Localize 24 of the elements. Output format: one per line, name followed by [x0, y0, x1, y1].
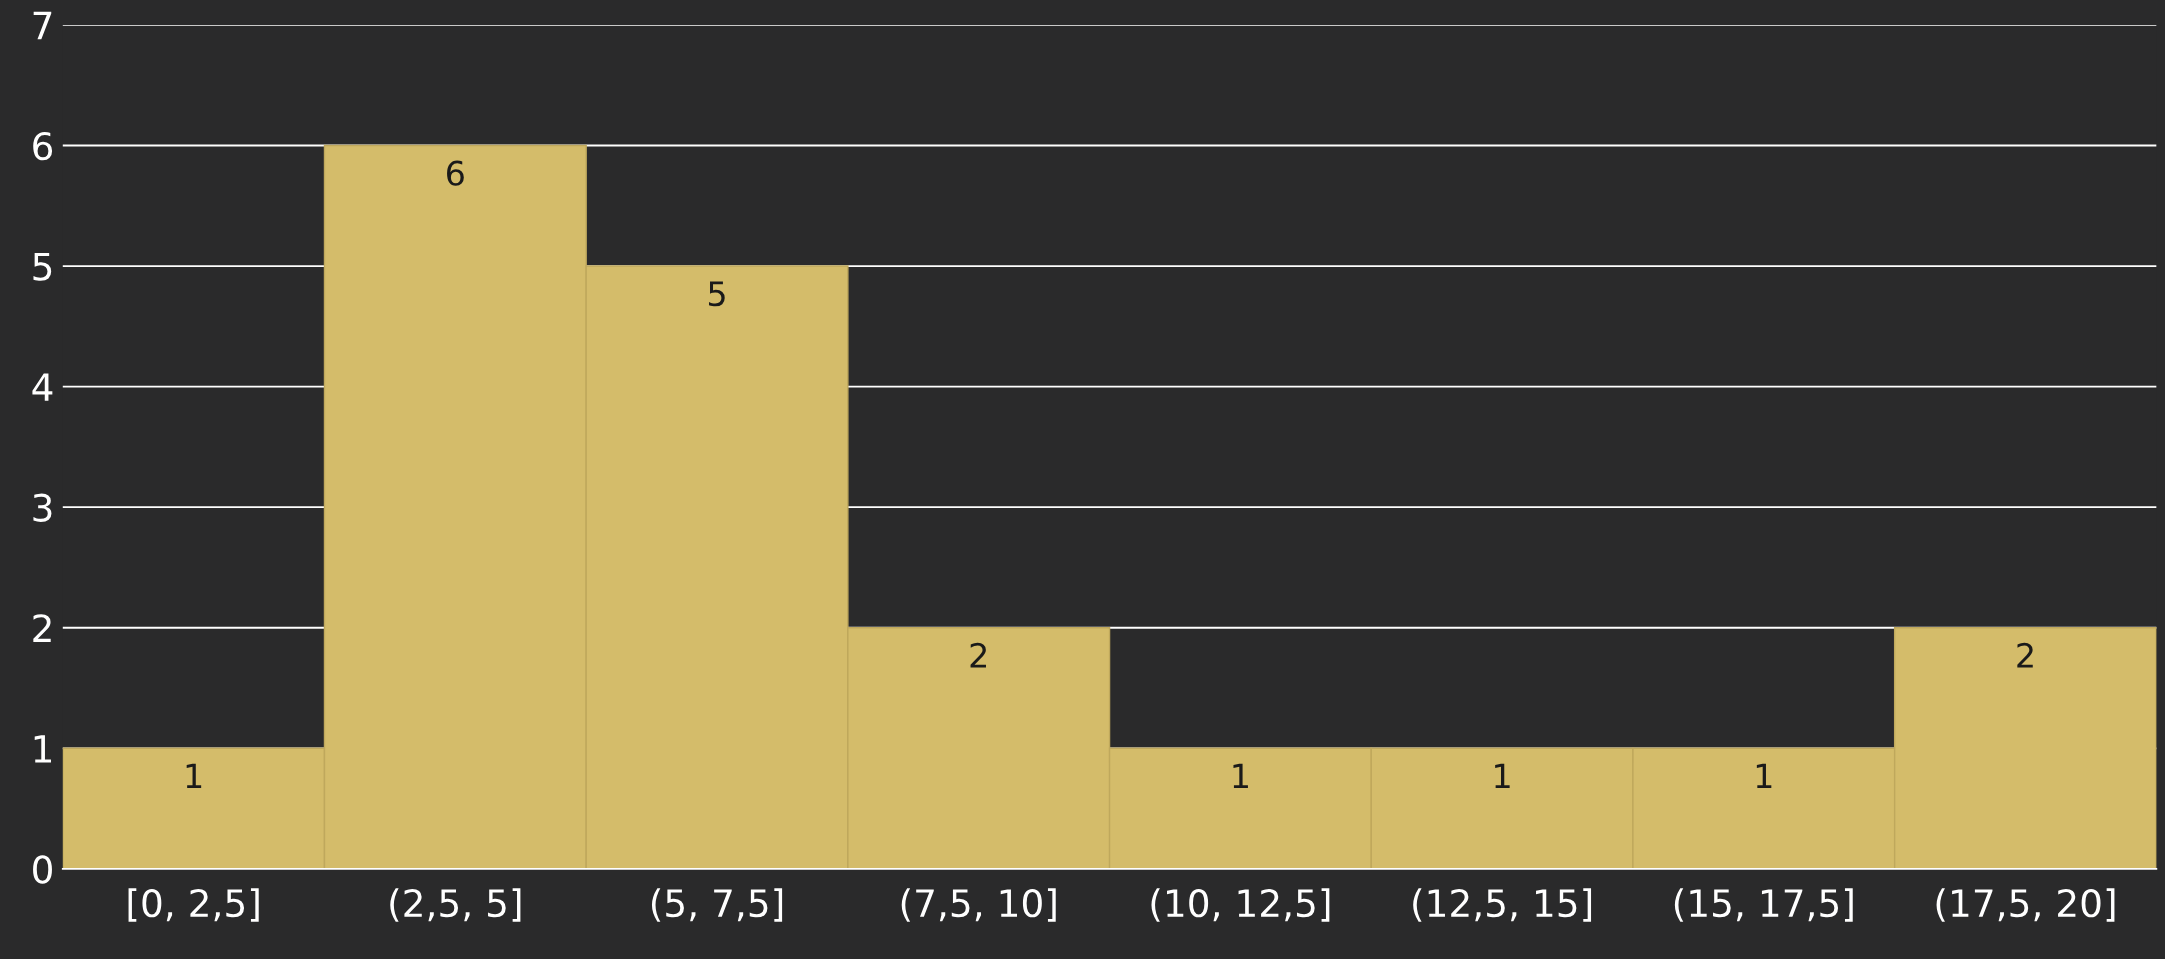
data-label: 2 — [970, 642, 986, 668]
x-tick-label: (12,5, 15] — [1413, 888, 1592, 922]
x-tick-label: (7,5, 10] — [901, 888, 1056, 922]
data-label: 1 — [186, 763, 202, 789]
data-label: 2 — [2017, 642, 2033, 668]
y-tick-label: 7 — [33, 11, 52, 40]
data-label: 1 — [1233, 763, 1248, 789]
data-label: 1 — [1495, 763, 1510, 789]
x-tick-label: (10, 12,5] — [1151, 888, 1330, 922]
x-tick-label: (5, 7,5] — [651, 888, 783, 922]
y-tick-label: 3 — [33, 493, 52, 522]
y-tick-label: 5 — [33, 252, 52, 281]
y-tick-label: 4 — [32, 373, 53, 401]
data-label: 5 — [708, 281, 725, 307]
y-tick-label: 2 — [33, 614, 51, 642]
data-label: 6 — [447, 160, 464, 186]
y-tick-label: 1 — [34, 735, 51, 763]
x-tick-label: (2,5, 5] — [390, 888, 521, 922]
x-tick-label: [0, 2,5] — [128, 888, 259, 922]
data-label: 1 — [1756, 763, 1772, 789]
x-tick-label: (15, 17,5] — [1674, 888, 1853, 922]
x-tick-label: (17,5, 20] — [1936, 888, 2115, 922]
y-tick-label: 6 — [33, 131, 53, 161]
y-tick-label: 0 — [33, 855, 52, 884]
